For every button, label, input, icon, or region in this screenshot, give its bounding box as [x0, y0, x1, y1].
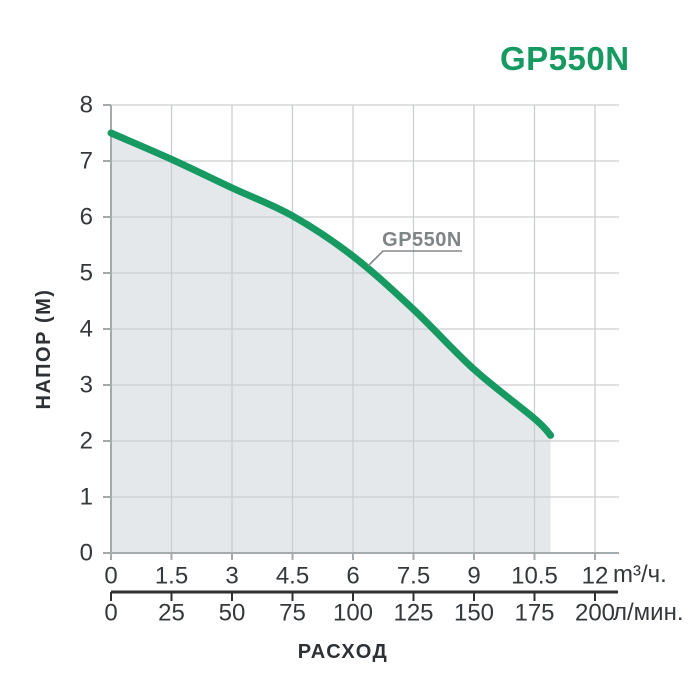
y-tick-label: 7	[80, 148, 93, 175]
x-tick-label-primary: 1.5	[155, 563, 188, 590]
y-tick-label: 1	[80, 484, 93, 511]
x-axis-primary-unit: m³/ч.	[613, 561, 667, 588]
x-tick-label-primary: 4.5	[276, 563, 309, 590]
curve-area-fill	[111, 133, 551, 553]
x-tick-label-primary: 9	[467, 563, 480, 590]
x-tick-label-primary: 3	[225, 563, 238, 590]
y-axis-title: НАПОР (М)	[33, 288, 55, 410]
y-tick-label: 6	[80, 204, 93, 231]
y-tick-label: 3	[80, 372, 93, 399]
x-tick-label-primary: 0	[104, 563, 117, 590]
x-tick-label-secondary: 0	[104, 600, 117, 627]
x-tick-label-primary: 10.5	[511, 563, 558, 590]
pump-curve	[107, 129, 555, 439]
x-tick-label-secondary: 175	[514, 600, 554, 627]
page-title: GP550N	[500, 40, 630, 77]
x-tick-label-primary: 6	[346, 563, 359, 590]
y-tick-label: 8	[80, 92, 93, 119]
x-tick-label-primary: 7.5	[397, 563, 430, 590]
y-tick-label: 0	[80, 540, 93, 567]
x-axis-title: РАСХОД	[297, 641, 389, 663]
x-tick-label-secondary: 150	[454, 600, 494, 627]
x-tick-label-primary: 12	[582, 563, 609, 590]
x-tick-label-secondary: 25	[158, 600, 185, 627]
curve-callout-line	[367, 250, 462, 267]
y-tick-label: 4	[80, 316, 93, 343]
x-axis-secondary-unit: л/мин.	[613, 599, 684, 626]
x-tick-label-secondary: 50	[219, 600, 246, 627]
curve-label: GP550N	[382, 229, 462, 251]
x-tick-label-secondary: 125	[393, 600, 433, 627]
x-tick-label-secondary: 75	[279, 600, 306, 627]
y-tick-label: 2	[80, 428, 93, 455]
x-tick-label-secondary: 200	[575, 600, 615, 627]
x-tick-label-secondary: 100	[333, 600, 373, 627]
y-tick-label: 5	[80, 260, 93, 287]
